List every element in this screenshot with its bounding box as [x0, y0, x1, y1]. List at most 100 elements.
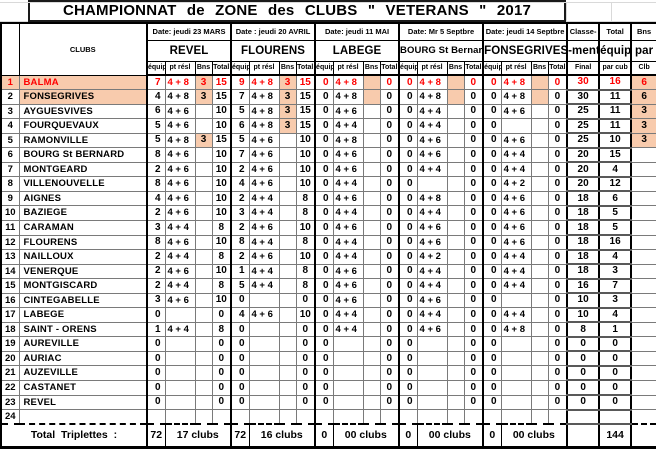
- flourens-bns: [278, 190, 297, 207]
- flourens-equip: 7: [230, 147, 250, 163]
- bourg-st-bernard-total: 0: [463, 118, 484, 134]
- revel-bns: [194, 307, 213, 323]
- flourens-bns: 3: [278, 103, 297, 120]
- total-equip-par-club: 11: [598, 88, 633, 106]
- bourg-st-bernard-bns: [446, 292, 465, 309]
- fonsegrives-total: 0: [547, 219, 568, 236]
- row-number: 9: [0, 190, 20, 207]
- revel-pt-resl: 4 + 8: [164, 74, 196, 91]
- revel-total: 0: [211, 336, 232, 352]
- bns-par-club: [630, 292, 656, 309]
- total-equip-par-club: 0: [598, 350, 633, 367]
- date-fonsegrives: Date: jeudi 14 Septbre: [482, 22, 568, 41]
- flourens-total: 0: [295, 321, 316, 338]
- fonsegrives-equip: 0: [482, 234, 502, 251]
- labege-equip: 0: [314, 350, 334, 367]
- fonsegrives-equip: 0: [482, 321, 502, 338]
- fonsegrives-equip: 0: [482, 74, 502, 91]
- bourg-st-bernard-bns: [446, 365, 465, 381]
- labege-bns: [362, 321, 381, 338]
- flourens-equip: 0: [230, 336, 250, 352]
- flourens-pt-resl: 4 + 6: [248, 176, 280, 192]
- revel-bns: [194, 176, 213, 192]
- bns-par-club: 6: [630, 89, 656, 105]
- flourens-pt-resl: 4 + 6: [248, 249, 280, 265]
- fonsegrives-total: 0: [547, 89, 568, 105]
- bourg-st-bernard-pt-resl: 4 + 6: [416, 292, 448, 309]
- labege-total: 0: [379, 161, 400, 178]
- bns-par-club: [630, 263, 656, 280]
- row-number: 23: [0, 394, 20, 411]
- labege-bns: [362, 190, 381, 207]
- fonsegrives-pt-resl: 4 + 4: [500, 307, 532, 323]
- totals-bns: [630, 423, 656, 448]
- total-equip-par-club: 0: [598, 335, 633, 353]
- fonsegrives-equip: 0: [482, 89, 502, 105]
- total-equip-par-club: 11: [598, 103, 633, 120]
- bourg-st-bernard-bns: [446, 190, 465, 207]
- row-number: 1: [0, 74, 20, 91]
- club-name: BALMA: [18, 74, 148, 91]
- totals-classement: [566, 423, 601, 449]
- revel-equip: 3: [146, 219, 166, 236]
- bourg-st-bernard-bns: [446, 409, 465, 425]
- bns-par-club: [630, 147, 656, 163]
- fonsegrives-equip: 0: [482, 219, 502, 236]
- flourens-pt-resl: [248, 409, 280, 425]
- fonsegrives-total: 0: [547, 307, 568, 323]
- club-name: BAZIEGE: [18, 205, 148, 221]
- labege-equip: 0: [314, 219, 334, 236]
- bourg-st-bernard-equip: 0: [398, 205, 418, 221]
- flourens-total: 0: [295, 292, 316, 309]
- labege-equip: 0: [314, 147, 334, 163]
- bourg-st-bernard-equip: 0: [398, 278, 418, 294]
- row-number: 15: [0, 278, 20, 294]
- date-header-row: CLUBS Date: jeudi 23 MARS Date : jeudi 2…: [0, 22, 656, 76]
- bourg-st-bernard-equip: 0: [398, 219, 418, 236]
- labege-bns: [362, 292, 381, 309]
- club-name: RAMONVILLE: [18, 132, 148, 149]
- sub-total: Total: [211, 60, 232, 76]
- labege-pt-resl: 4 + 4: [332, 118, 364, 134]
- classement-final: 0: [566, 350, 601, 367]
- flourens-pt-resl: 4 + 6: [248, 132, 280, 149]
- club-row: 21 AUZEVILLE 0 0 0 0 0 0 0 0 0 0 0 0: [0, 364, 656, 382]
- revel-equip: 2: [146, 249, 166, 265]
- fonsegrives-equip: 0: [482, 350, 502, 367]
- fonsegrives-pt-resl: 4 + 4: [500, 147, 532, 163]
- flourens-total: 10: [295, 176, 316, 192]
- labege-equip: 0: [314, 132, 334, 149]
- venue-fonsegrives: FONSEGRIVES: [482, 39, 568, 62]
- fonsegrives-bns: [530, 394, 549, 411]
- totals-bourg-equip: 0: [398, 423, 418, 448]
- classement-final: 18: [566, 234, 601, 251]
- revel-equip: 4: [146, 190, 166, 207]
- club-name: MONTGEARD: [18, 161, 148, 178]
- bourg-st-bernard-pt-resl: 4 + 4: [416, 103, 448, 120]
- bourg-st-bernard-equip: 0: [398, 292, 418, 309]
- fonsegrives-bns: [530, 205, 549, 221]
- flourens-bns: [278, 249, 297, 265]
- revel-bns: 3: [194, 132, 213, 149]
- flourens-total: 10: [295, 219, 316, 236]
- fonsegrives-equip: [482, 409, 502, 425]
- labege-total: 0: [379, 147, 400, 163]
- bns-club-header-2: par: [630, 39, 656, 62]
- sub-pt-resl: pt résl: [248, 60, 280, 76]
- bourg-st-bernard-pt-resl: 4 + 6: [416, 234, 448, 251]
- labege-equip: 0: [314, 89, 334, 105]
- revel-bns: [194, 394, 213, 411]
- revel-pt-resl: 4 + 8: [164, 132, 196, 149]
- total-equip-par-club: [598, 408, 633, 426]
- revel-pt-resl: [164, 336, 196, 352]
- labege-total: 0: [379, 234, 400, 251]
- bourg-st-bernard-bns: [446, 249, 465, 265]
- bourg-st-bernard-total: 0: [463, 292, 484, 309]
- labege-total: 0: [379, 132, 400, 149]
- labege-bns: [362, 118, 381, 134]
- club-row: 22 CASTANET 0 0 0 0 0 0 0 0 0 0 0 0: [0, 379, 656, 397]
